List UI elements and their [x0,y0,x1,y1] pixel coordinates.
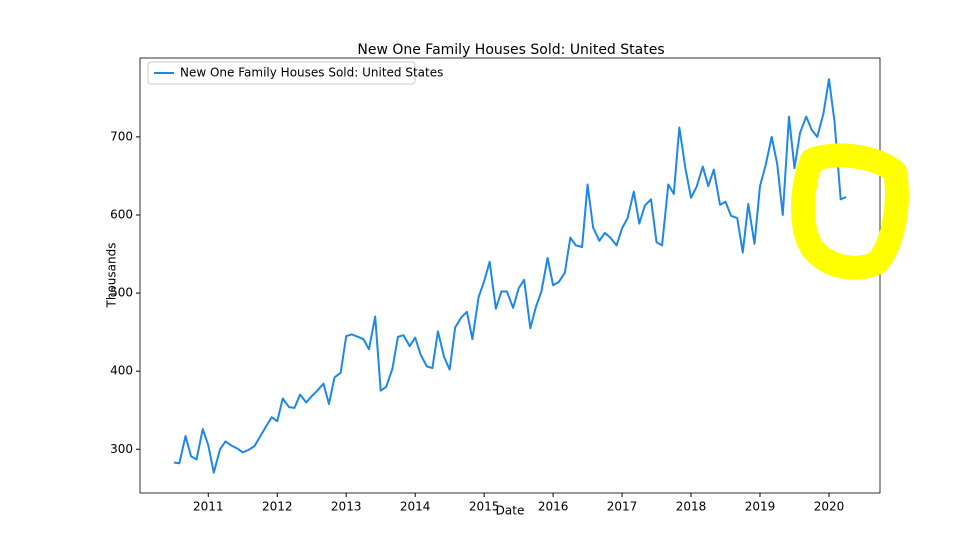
x-tick-label: 2020 [814,500,845,514]
x-tick-label: 2015 [469,500,500,514]
data-line [173,78,847,474]
y-tick-label: 700 [110,129,133,143]
x-axis-label: Date [496,504,525,518]
x-tick-label: 2011 [193,500,224,514]
x-tick-label: 2012 [262,500,293,514]
y-tick-label: 600 [110,207,133,221]
x-tick-label: 2019 [745,500,776,514]
x-tick-label: 2014 [400,500,431,514]
y-tick-label: 300 [110,442,133,456]
chart-title: New One Family Houses Sold: United State… [357,42,664,58]
plot-area: 300 400 500 600 700 2011 2012 2013 2014 2015 2016 2… [110,57,881,514]
y-tick-label: 500 [110,286,133,300]
x-tick-label: 2013 [331,500,362,514]
legend-box [147,61,416,85]
highlight-annotation [791,143,909,280]
legend-label: New One Family Houses Sold: United State… [180,66,443,80]
y-tick-label: 400 [110,364,133,378]
y-axis-label: Thousands [105,243,119,309]
plot-frame [139,57,881,494]
x-tick-label: 2017 [607,500,638,514]
x-tick-label: 2016 [538,500,569,514]
x-tick-label: 2018 [676,500,707,514]
